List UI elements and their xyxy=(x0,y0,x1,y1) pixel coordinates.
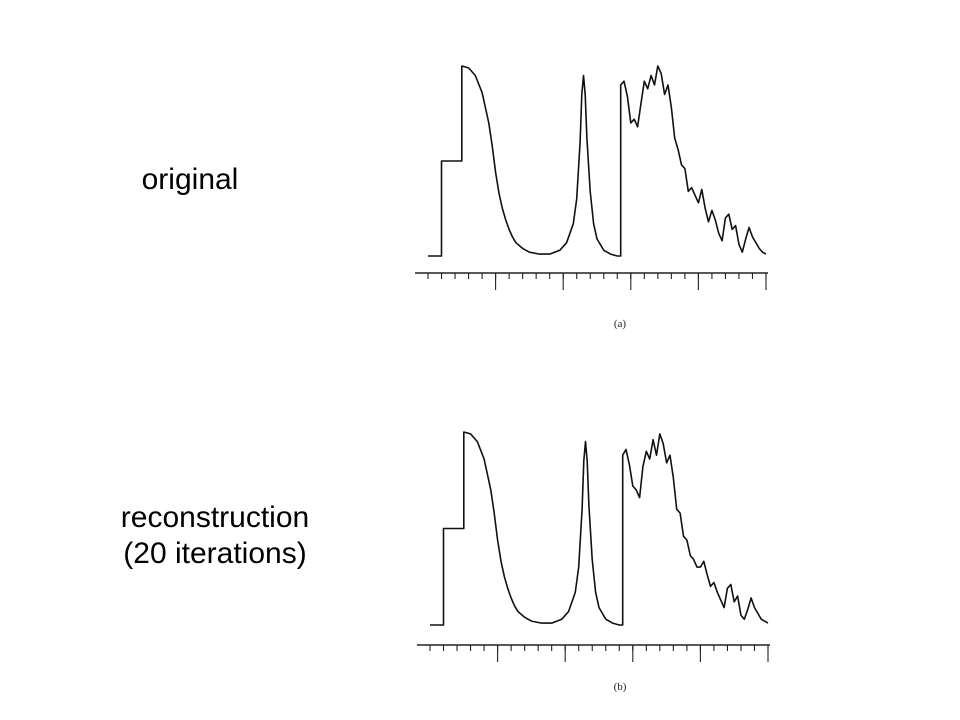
reconstruction-label-line2: (20 iterations) xyxy=(123,537,307,570)
panel-tag: (a) xyxy=(614,318,627,330)
signal-line xyxy=(428,65,767,257)
chart-panel-b: (b) xyxy=(417,431,770,693)
reconstruction-label: reconstruction (20 iterations) xyxy=(90,500,340,572)
original-label: original xyxy=(120,162,260,198)
panel-tag: (b) xyxy=(614,681,627,693)
original-label-text: original xyxy=(141,163,239,196)
reconstruction-label-line1: reconstruction xyxy=(120,501,310,534)
signal-line xyxy=(430,431,769,626)
chart-panel-a: (a) xyxy=(415,65,768,330)
